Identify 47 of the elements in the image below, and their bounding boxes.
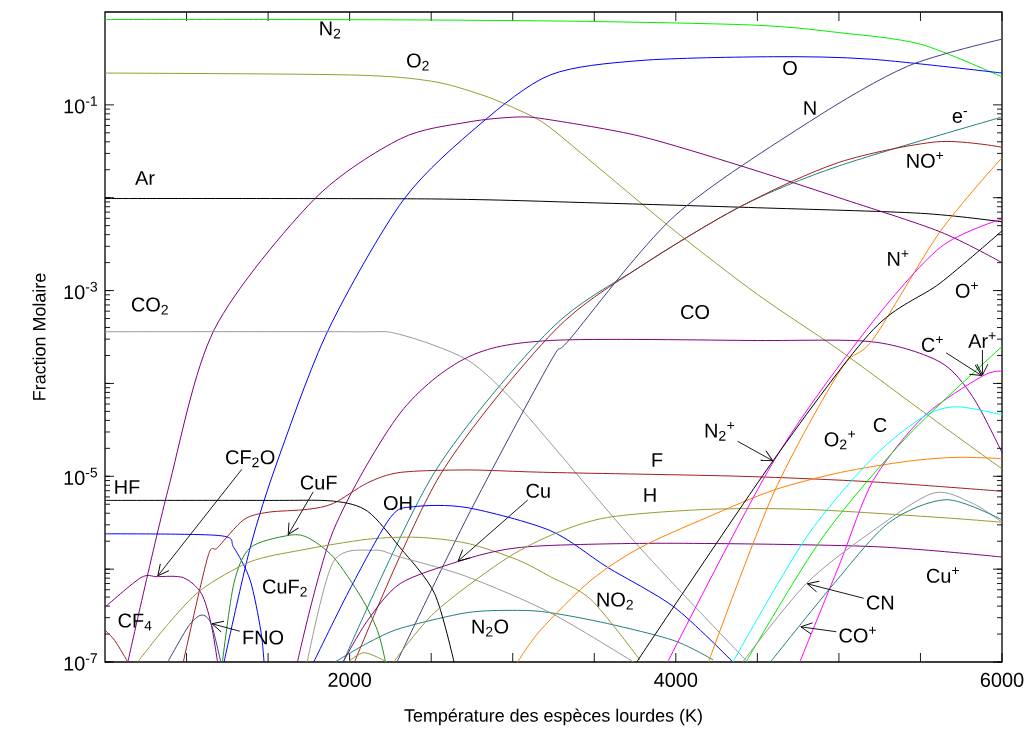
annotation: HF — [115, 480, 140, 494]
annotation: C$^{+}$ — [921, 336, 943, 352]
annotation: CF$_{4}$ — [118, 613, 152, 631]
annotation: O — [783, 60, 797, 76]
x-tick-label: 2000 — [328, 672, 372, 687]
annotation: O$_{2}$ — [407, 53, 429, 71]
line-series — [105, 18, 1003, 78]
annotation: O$_{2}$+ — [824, 430, 856, 450]
annotation: Cu$^{+}$ — [926, 567, 959, 583]
line-series — [167, 614, 222, 663]
annotation: F — [652, 453, 663, 467]
x-tick-label: 6000 — [980, 672, 1024, 687]
annotation: NO$^{+}$ — [907, 152, 944, 168]
annotation: CO$_{2}$ — [131, 297, 168, 315]
annotation: Ar — [135, 171, 155, 185]
annotation: Cu — [526, 483, 550, 498]
annotation: CuF — [300, 475, 337, 490]
y-tick-label: 10$^{-5}$ — [64, 467, 98, 485]
annotation: CO$^{+}$ — [839, 626, 876, 643]
y-axis-title: Fraction Molaire — [32, 273, 46, 400]
annotation: OH — [384, 495, 412, 511]
annotation: CN — [866, 595, 894, 610]
y-tick-label: 10$^{-7}$ — [64, 653, 97, 671]
annotation: N$_{2}$O — [472, 619, 509, 637]
annotation: e$^{-}$ — [952, 111, 968, 123]
annotation: CO — [681, 304, 709, 320]
annotation: NO$_{2}$ — [597, 592, 633, 610]
line-series — [221, 534, 387, 663]
annotation: C — [873, 417, 887, 433]
annotation: N — [804, 101, 816, 115]
annotation: N$_{2}$ — [320, 21, 341, 39]
x-axis-title: Température des espèces lourdes (K) — [404, 708, 702, 726]
line-series — [799, 370, 1003, 663]
annotation: N$_{2}$+ — [705, 421, 735, 441]
y-tick-label: 10$^{-3}$ — [64, 281, 98, 300]
line-series — [306, 549, 634, 663]
annotation: CuF$_{2}$ — [263, 579, 307, 597]
y-tick-label: 10$^{-1}$ — [64, 96, 97, 114]
annotation: H — [644, 488, 656, 502]
annotation: Ar$^{+}$ — [968, 332, 996, 348]
annotation: FNO — [243, 630, 284, 645]
x-tick-label: 4000 — [654, 672, 698, 687]
line-series — [342, 542, 1003, 663]
annotation: N$^{+}$ — [888, 250, 909, 266]
line-series — [732, 406, 1003, 663]
annotation: CF$_{2}$O — [226, 450, 275, 468]
annotation: O$^{+}$ — [955, 282, 978, 298]
